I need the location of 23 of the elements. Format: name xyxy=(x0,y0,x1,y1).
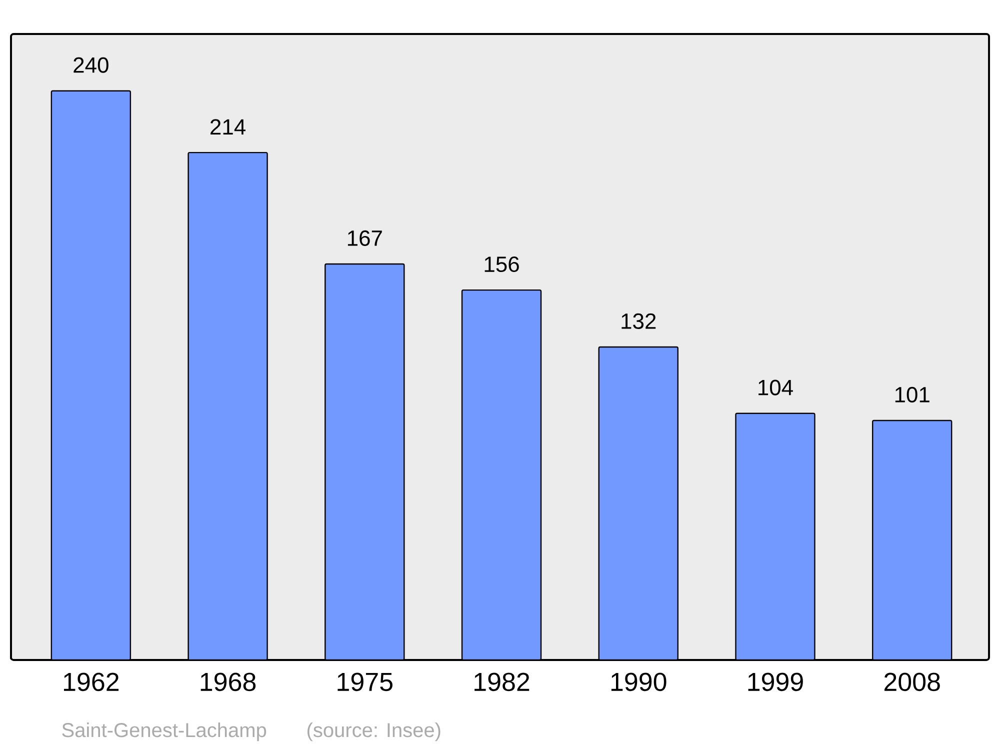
data-label: 101 xyxy=(895,386,930,402)
x-tick-label: 1975 xyxy=(338,672,392,692)
data-label: 156 xyxy=(484,256,519,272)
x-tick-label: 1982 xyxy=(474,672,530,692)
data-label: 104 xyxy=(758,380,793,396)
bar xyxy=(188,152,268,660)
bar xyxy=(324,263,405,660)
bar xyxy=(735,412,816,660)
bar xyxy=(461,289,542,660)
x-tick-label: 1962 xyxy=(64,672,119,692)
data-label: 214 xyxy=(210,119,246,135)
data-label: 132 xyxy=(622,313,656,329)
text: Saint-Genest-Lachamp xyxy=(62,722,266,742)
x-tick-label: 1990 xyxy=(611,672,666,692)
text: (source: Insee) xyxy=(308,722,440,742)
x-tick-label: 2008 xyxy=(884,672,940,692)
data-label: 167 xyxy=(348,230,382,246)
bar xyxy=(598,346,678,660)
x-tick-label: 1968 xyxy=(200,672,256,692)
x-tick-label: 1999 xyxy=(748,672,803,692)
data-label: 240 xyxy=(74,57,108,73)
bar xyxy=(872,420,952,660)
bar xyxy=(50,90,132,660)
